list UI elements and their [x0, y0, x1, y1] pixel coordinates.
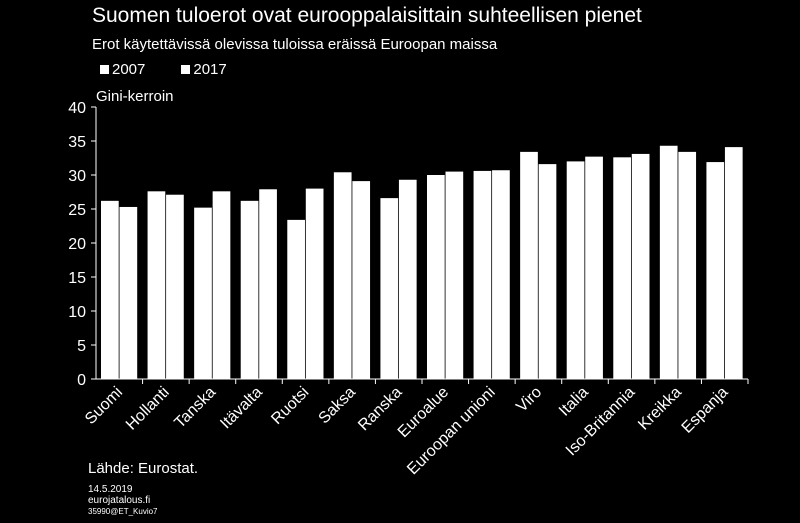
bar-2017 — [538, 164, 557, 379]
bar-2007 — [566, 161, 585, 379]
bar-2007 — [706, 162, 725, 379]
bar-2007 — [473, 170, 492, 379]
bar-2017 — [166, 194, 184, 379]
bar-2017 — [305, 188, 324, 379]
y-tick-label: 40 — [68, 100, 86, 117]
y-axis-label: Gini-kerroin — [96, 88, 174, 105]
legend-label-2007: 2007 — [112, 61, 146, 78]
x-tick-label: Ruotsi — [268, 384, 312, 428]
legend-item-2007: 2007 — [100, 61, 145, 78]
y-tick-label: 15 — [68, 270, 86, 287]
y-tick-label: 10 — [68, 304, 86, 321]
legend-item-2017: 2017 — [181, 61, 227, 78]
x-tick-label: Italia — [556, 384, 592, 420]
bar-2007 — [101, 200, 119, 379]
x-tick-label: Kreikka — [635, 384, 685, 434]
legend-label-2017: 2017 — [193, 61, 227, 78]
bar-2017 — [119, 206, 138, 379]
bar-2007 — [147, 191, 166, 379]
bar-2017 — [398, 179, 417, 379]
bar-2007 — [520, 151, 538, 379]
bar-2017 — [678, 151, 697, 379]
y-tick-label: 20 — [68, 236, 86, 253]
bar-2017 — [352, 181, 371, 379]
chart-subtitle: Erot käytettävissä olevissa tuloissa erä… — [92, 36, 498, 53]
bar-2017 — [259, 189, 277, 379]
x-tick-label: Tanska — [171, 384, 219, 432]
source-note: Lähde: Eurostat. — [88, 460, 199, 477]
bar-2017 — [724, 147, 743, 379]
publish-date: 14.5.2019 — [88, 484, 133, 495]
bar-2017 — [492, 170, 510, 379]
x-tick-label: Saksa — [316, 384, 360, 428]
bar-2017 — [585, 156, 603, 379]
bar-2007 — [287, 219, 305, 379]
bar-2007 — [427, 175, 445, 379]
bar-2007 — [380, 198, 399, 379]
legend: 2007 2017 — [100, 61, 227, 78]
bar-2007 — [333, 172, 352, 379]
bar-2007 — [194, 207, 212, 379]
y-tick-label: 0 — [77, 372, 86, 389]
y-tick-label: 5 — [77, 338, 86, 355]
site-name: eurojatalous.fi — [88, 495, 151, 506]
bar-2007 — [659, 145, 678, 379]
legend-swatch-2017 — [181, 65, 191, 74]
x-tick-label: Hollanti — [123, 384, 173, 434]
bar-2007 — [613, 157, 631, 379]
x-tick-label: Suomi — [82, 384, 126, 428]
x-tick-label: Viro — [513, 384, 545, 416]
x-tick-label: Itävalta — [217, 384, 266, 433]
bar-2017 — [212, 191, 231, 379]
x-tick-label: Espanja — [679, 384, 732, 437]
y-tick-label: 25 — [68, 202, 86, 219]
y-tick-label: 30 — [68, 168, 86, 185]
y-tick-label: 35 — [68, 134, 86, 151]
bar-2017 — [445, 171, 464, 379]
figure-code: 35990@ET_Kuvio7 — [88, 507, 158, 516]
bar-2007 — [240, 200, 259, 379]
bar-2017 — [631, 153, 650, 379]
chart-title: Suomen tuloerot ovat eurooppalaisittain … — [92, 4, 642, 27]
x-tick-label: Euroopan unioni — [404, 384, 498, 478]
legend-swatch-2007 — [100, 65, 109, 74]
